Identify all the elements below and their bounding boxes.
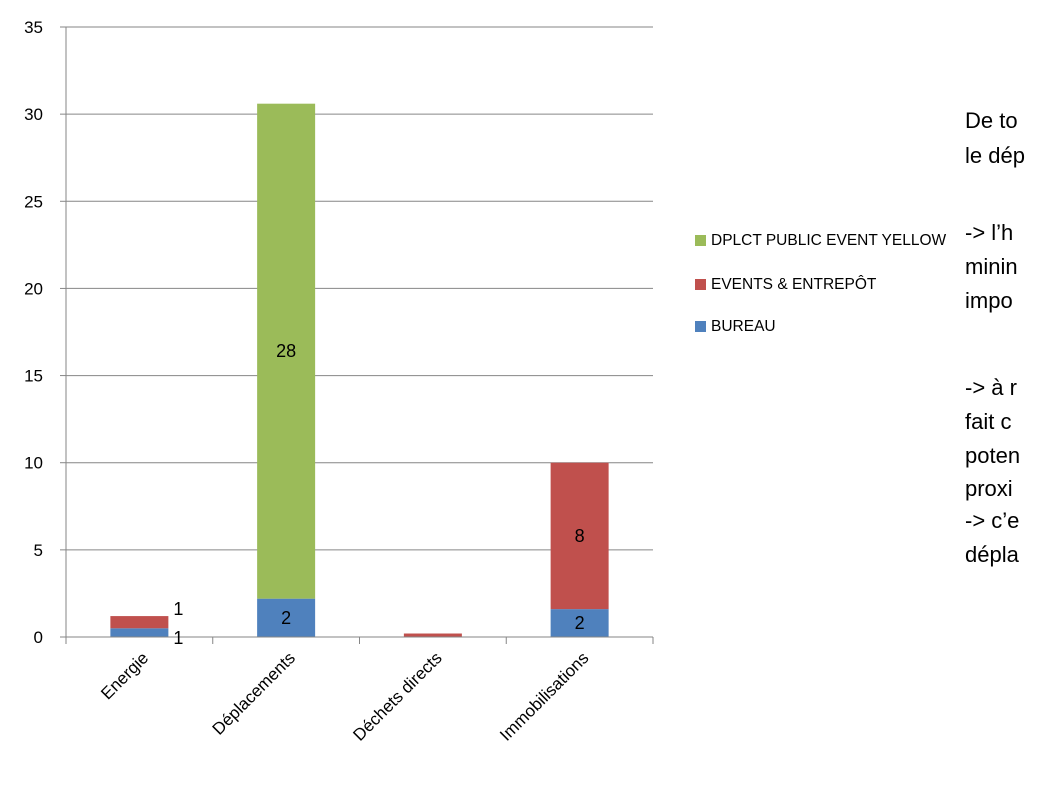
y-tick-label: 0 xyxy=(34,628,43,647)
side-text-line: le dép xyxy=(965,143,1025,168)
bar-1-2 xyxy=(403,633,462,637)
side-text-line: dépla xyxy=(965,542,1019,567)
data-label: 1 xyxy=(173,628,183,648)
legend-item-dplct: DPLCT PUBLIC EVENT YELLOW xyxy=(695,232,946,250)
side-text-line: minin xyxy=(965,254,1018,279)
data-label: 8 xyxy=(575,526,585,546)
y-tick-label: 30 xyxy=(24,105,43,124)
side-text: De to le dép -> l’h minin impo -> à r fa… xyxy=(965,108,1043,708)
bars xyxy=(110,103,609,637)
y-tick-label: 35 xyxy=(24,18,43,37)
legend-swatch xyxy=(695,279,706,290)
side-text-line: De to xyxy=(965,108,1018,133)
legend-swatch xyxy=(695,321,706,332)
x-category-label: Energie xyxy=(97,648,152,703)
y-tick-label: 10 xyxy=(24,454,43,473)
bar-1-0 xyxy=(110,616,169,629)
y-tick-label: 5 xyxy=(34,541,43,560)
data-label: 2 xyxy=(281,608,291,628)
legend-label: DPLCT PUBLIC EVENT YELLOW xyxy=(711,232,947,249)
side-text-line: impo xyxy=(965,288,1013,313)
axes xyxy=(60,26,654,644)
legend-item-events: EVENTS & ENTREPÔT xyxy=(695,276,876,294)
legend-item-bureau: BUREAU xyxy=(695,318,776,336)
side-text-line: fait c xyxy=(965,409,1012,434)
data-label: 1 xyxy=(173,599,183,619)
x-category-label: Immobilisations xyxy=(496,648,592,744)
data-label: 28 xyxy=(276,341,296,361)
x-category-labels: Energie Déplacements Déchets directs Immobi… xyxy=(97,648,592,744)
side-text-line: -> l’h xyxy=(965,220,1014,245)
side-text-line: -> à r xyxy=(965,375,1017,400)
bar-1-3 xyxy=(550,462,609,610)
bar-2-1 xyxy=(257,103,316,599)
legend-label: EVENTS & ENTREPÔT xyxy=(711,276,877,293)
bar-0-3 xyxy=(550,609,609,637)
gridlines xyxy=(66,26,653,551)
y-tick-labels: 0 5 10 15 20 25 30 35 xyxy=(24,18,43,647)
bar-0-0 xyxy=(110,628,169,637)
y-tick-label: 20 xyxy=(24,279,43,298)
y-tick-label: 15 xyxy=(24,367,43,386)
side-text-line: poten xyxy=(965,443,1021,468)
side-text-line: -> c’e xyxy=(965,508,1020,533)
side-text-line: proxi xyxy=(965,476,1013,501)
legend-label: BUREAU xyxy=(711,318,776,335)
bar-0-1 xyxy=(257,598,316,637)
x-category-label: Déchets directs xyxy=(349,648,445,744)
x-category-label: Déplacements xyxy=(209,648,299,738)
legend-swatch xyxy=(695,235,706,246)
data-label: 2 xyxy=(575,613,585,633)
y-tick-label: 25 xyxy=(24,192,43,211)
